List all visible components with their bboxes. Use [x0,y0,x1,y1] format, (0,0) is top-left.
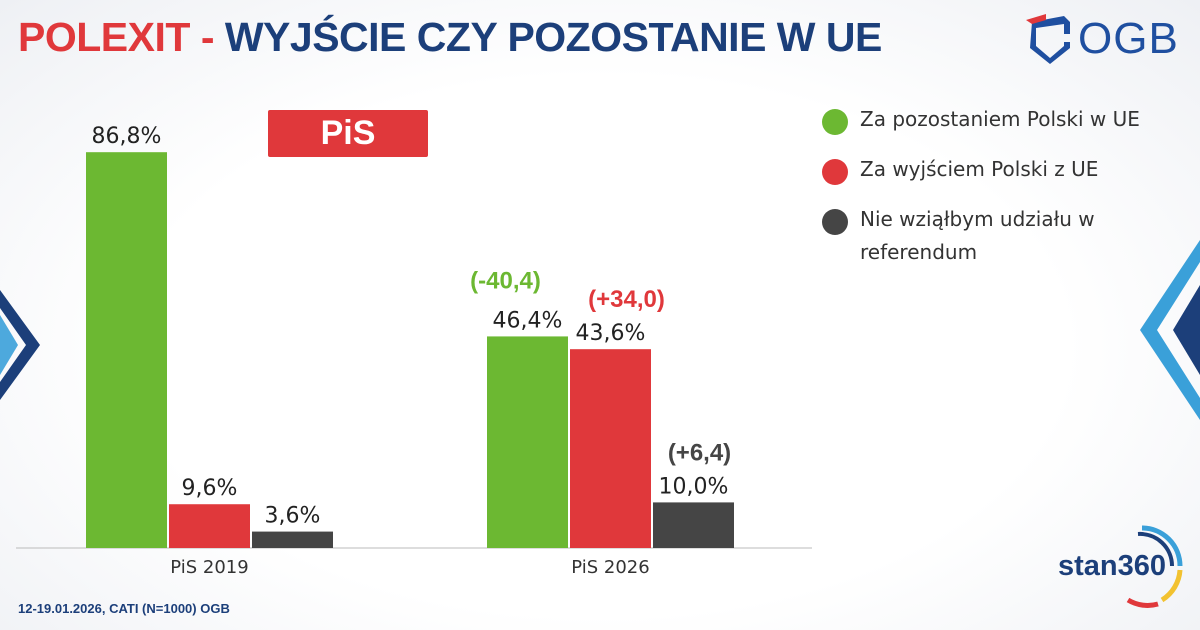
ogb-logo: OGB [1022,10,1192,68]
ogb-logo-text: OGB [1078,14,1179,63]
bar-abstain-1 [653,502,734,548]
bar-leave-0 [169,504,250,548]
bar-abstain-0 [252,531,333,548]
data-label: 3,6% [265,504,321,529]
data-label: 10,0% [659,474,729,499]
legend-label-stay: Za pozostaniem Polski w UE [860,107,1140,131]
party-badge: PiS [268,110,428,157]
left-chevron-decoration [0,290,40,400]
bar-stay-1 [487,336,568,548]
legend-item-abstain: Nie wziąłbym udziału w referendum [822,203,1192,269]
title-question: WYJŚCIE CZY POZOSTANIE W UE [224,14,883,60]
legend-label-leave: Za wyjściem Polski z UE [860,157,1099,181]
data-label: 46,4% [493,308,563,333]
title-polexit: POLEXIT [18,14,190,60]
x-tick-label: PiS 2019 [170,557,248,578]
legend-dot-green [822,109,848,135]
change-label: (-40,4) [470,267,541,294]
stan360-logo: stan360 [1052,520,1192,610]
legend-label-abstain: Nie wziąłbym udziału w referendum [860,207,1095,264]
stan360-ring-icon [1126,525,1183,608]
legend-dot-gray [822,209,848,235]
legend-item-leave: Za wyjściem Polski z UE [822,153,1192,186]
change-label: (+34,0) [588,286,665,313]
title-separator: - [189,14,225,60]
data-label: 9,6% [182,476,238,501]
legend-item-stay: Za pozostaniem Polski w UE [822,103,1192,136]
x-tick-label: PiS 2026 [571,557,649,578]
survey-footnote: 12-19.01.2026, CATI (N=1000) OGB [18,601,230,616]
right-chevron-decoration [1140,240,1200,420]
data-label: 43,6% [576,321,646,346]
bar-stay-0 [86,152,167,548]
change-label: (+6,4) [668,439,731,466]
chart-legend: Za pozostaniem Polski w UE Za wyjściem P… [822,103,1192,286]
bar-leave-1 [570,349,651,548]
legend-dot-red [822,159,848,185]
page-title: POLEXIT - WYJŚCIE CZY POZOSTANIE W UE [18,14,882,61]
ogb-shield-icon [1026,14,1070,64]
data-label: 86,8% [92,124,162,149]
stan360-brand-text: stan360 [1058,550,1167,582]
